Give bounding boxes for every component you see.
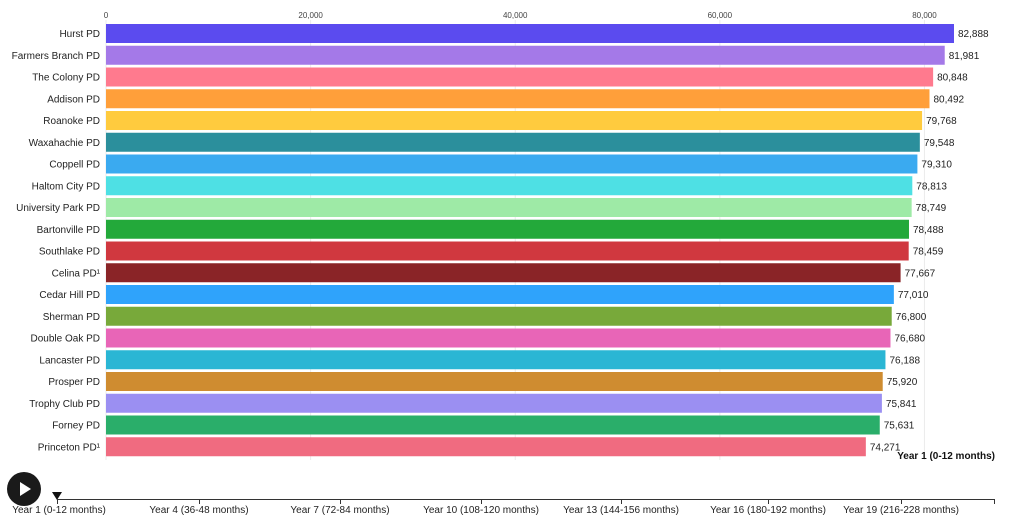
timeline-tick [57, 499, 58, 504]
bar-category-label: Lancaster PD [39, 355, 100, 366]
bar-category-label: Coppell PD [49, 160, 100, 171]
bar-value-label: 75,841 [886, 399, 917, 410]
bar-value-label: 76,800 [896, 312, 927, 323]
bar-category-label: Waxahachie PD [29, 138, 100, 149]
bar-value-label: 78,813 [916, 181, 947, 192]
bar-category-label: Haltom City PD [32, 181, 100, 192]
timeline-track [57, 499, 995, 500]
bar-category-label: Celina PD¹ [52, 268, 101, 279]
timeline-label[interactable]: Year 7 (72-84 months) [290, 505, 390, 516]
bar [106, 89, 930, 109]
timeline-label[interactable]: Year 19 (216-228 months) [843, 505, 959, 516]
period-caption: Year 1 (0-12 months) [897, 451, 995, 462]
timeline-label[interactable]: Year 4 (36-48 months) [149, 505, 249, 516]
x-tick-label: 60,000 [708, 11, 733, 20]
play-button[interactable] [7, 472, 41, 506]
bar-value-label: 78,749 [916, 203, 947, 214]
bar-value-label: 79,310 [921, 160, 952, 171]
bar-category-label: The Colony PD [32, 73, 100, 84]
bar [106, 306, 892, 326]
bar [106, 415, 880, 435]
bar-category-label: Prosper PD [48, 377, 100, 388]
bar [106, 45, 945, 65]
bar [106, 219, 909, 239]
x-tick-label: 80,000 [912, 11, 937, 20]
timeline-label[interactable]: Year 13 (144-156 months) [563, 505, 679, 516]
timeline-label[interactable]: Year 1 (0-12 months) [12, 505, 106, 516]
x-tick-label: 40,000 [503, 11, 528, 20]
play-icon [20, 482, 31, 496]
bar [106, 350, 886, 370]
bar [106, 372, 883, 391]
bar [106, 67, 934, 87]
bar [106, 328, 891, 348]
bar-value-label: 79,768 [926, 116, 957, 127]
bar-value-label: 82,888 [958, 29, 989, 40]
bar-value-label: 81,981 [949, 51, 980, 62]
bar-value-label: 78,488 [913, 225, 944, 236]
x-tick-label: 0 [104, 11, 109, 20]
bar-category-label: Roanoke PD [43, 116, 100, 127]
bar-value-label: 80,492 [933, 94, 964, 105]
bar [106, 241, 909, 261]
timeline-slider[interactable]: Year 1 (0-12 months) Year 4 (36-48 months… [12, 492, 995, 523]
bar [106, 285, 894, 304]
timeline-handle[interactable] [52, 492, 62, 500]
bar-category-label: Forney PD [52, 421, 100, 432]
bar [106, 263, 901, 283]
timeline-label[interactable]: Year 10 (108-120 months) [423, 505, 539, 516]
timeline-tick [340, 499, 341, 504]
bar-category-label: University Park PD [16, 203, 100, 214]
bar-category-label: Farmers Branch PD [12, 51, 100, 62]
bar-category-label: Southlake PD [39, 247, 100, 258]
timeline-tick [621, 499, 622, 504]
bar-value-label: 77,667 [905, 268, 936, 279]
bar-value-label: 74,271 [870, 442, 901, 453]
bar [106, 132, 920, 152]
bar-category-label: Trophy Club PD [29, 399, 100, 410]
bar-category-label: Cedar Hill PD [39, 290, 100, 301]
bar-value-label: 75,631 [884, 421, 915, 432]
bar [106, 393, 882, 413]
bar-category-label: Addison PD [47, 94, 100, 105]
bar-value-label: 77,010 [898, 290, 929, 301]
bar [106, 24, 954, 43]
bar-value-label: 79,548 [924, 138, 955, 149]
bar [106, 198, 912, 217]
bar-category-label: Double Oak PD [31, 334, 100, 345]
bar-value-label: 80,848 [937, 73, 968, 84]
bar [106, 437, 866, 457]
x-tick-label: 20,000 [298, 11, 323, 20]
bar-value-label: 75,920 [887, 377, 918, 388]
timeline-tick [901, 499, 902, 504]
bar-chart: 0 20,000 40,000 60,000 80,000 Hurst PD 82,888 F… [12, 11, 989, 460]
bar [106, 111, 923, 130]
timeline-end-tick [994, 499, 995, 504]
timeline-label[interactable]: Year 16 (180-192 months) [710, 505, 826, 516]
bar-category-label: Hurst PD [59, 29, 100, 40]
timeline-tick [768, 499, 769, 504]
bar-category-label: Sherman PD [43, 312, 100, 323]
timeline-tick [199, 499, 200, 504]
bar-value-label: 76,680 [894, 334, 925, 345]
bar [106, 176, 913, 196]
bar [106, 154, 918, 174]
bar-value-label: 78,459 [913, 247, 944, 258]
timeline-tick [481, 499, 482, 504]
bar-value-label: 76,188 [889, 355, 920, 366]
bar-category-label: Princeton PD¹ [38, 442, 101, 453]
bar-category-label: Bartonville PD [37, 225, 100, 236]
